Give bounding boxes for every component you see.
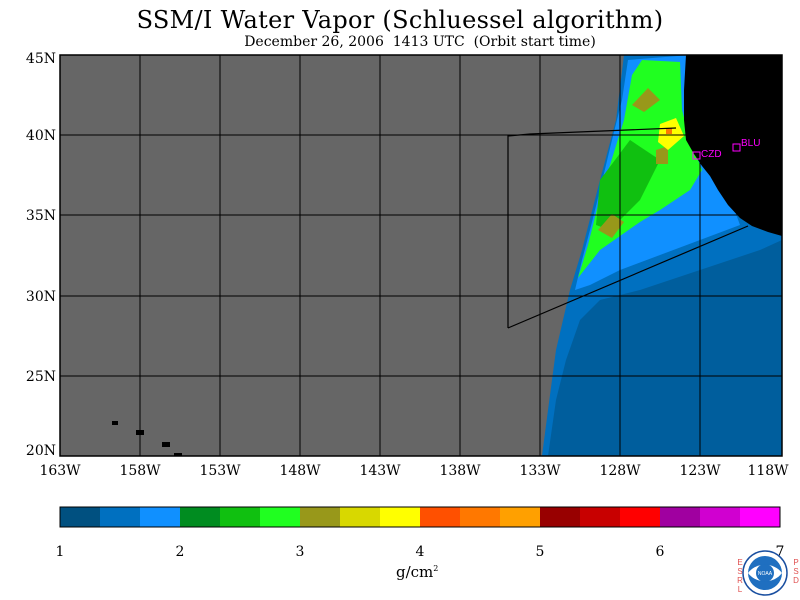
swath-band-olive-1 <box>598 214 624 238</box>
colorbar-segment <box>60 507 101 527</box>
station-blu: BLU <box>732 138 760 152</box>
colorbar-segment <box>700 507 741 527</box>
logo-letter: P <box>793 558 799 567</box>
lon-label-153w: 153W <box>199 463 241 479</box>
swath-very-low-vapor <box>548 240 782 456</box>
map-subtitle: December 26, 2006 1413 UTC (Orbit start … <box>244 34 596 50</box>
station-czd: CZD <box>692 149 722 160</box>
colorbar-segment <box>620 507 661 527</box>
colorbar-tick-6: 6 <box>655 544 665 560</box>
colorbar-segment <box>260 507 301 527</box>
colorbar-segment <box>220 507 261 527</box>
lat-label-35n: 35N <box>25 208 56 224</box>
colorbar-units: g/cm2 <box>396 563 438 581</box>
lat-label-40n: 40N <box>25 128 56 144</box>
lat-label-30n: 30N <box>25 289 56 305</box>
lat-label-25n: 25N <box>25 369 56 385</box>
colorbar-tick-2: 2 <box>175 544 185 560</box>
colorbar-tick-5: 5 <box>535 544 545 560</box>
lon-label-123w: 123W <box>679 463 721 479</box>
lat-label-45n: 45N <box>25 51 56 67</box>
station-czd-marker <box>692 151 701 160</box>
units-exponent: 2 <box>433 564 439 573</box>
station-czd-label: CZD <box>701 149 722 160</box>
island-1 <box>112 421 118 425</box>
colorbar-segment <box>140 507 181 527</box>
lon-label-143w: 143W <box>359 463 401 479</box>
map-frame <box>59 54 783 457</box>
station-blu-marker <box>732 143 741 152</box>
island-3 <box>162 442 170 447</box>
colorbar-segment <box>660 507 701 527</box>
logo-letter: S <box>737 567 743 576</box>
domain-outline-bottom <box>507 225 749 329</box>
swath-band-orange <box>666 128 672 134</box>
colorbar-frame <box>59 506 781 528</box>
colorbar-segment <box>580 507 621 527</box>
lon-label-148w: 148W <box>279 463 321 479</box>
logo-text: NOAA <box>758 571 773 577</box>
colorbar-tick-3: 3 <box>295 544 305 560</box>
colorbar-tick-1: 1 <box>55 544 65 560</box>
logo-letter: L <box>737 585 743 594</box>
units-base: g/cm <box>396 563 434 581</box>
colorbar-segment <box>500 507 541 527</box>
colorbar-segment <box>460 507 501 527</box>
colorbar-segment <box>420 507 461 527</box>
colorbar-segment <box>380 507 421 527</box>
map-title: SSM/I Water Vapor (Schluessel algorithm) <box>136 6 664 34</box>
colorbar <box>60 507 781 527</box>
swath-band-olive-2 <box>632 88 660 112</box>
station-blu-label: BLU <box>741 138 760 149</box>
graticule <box>60 55 782 456</box>
colorbar-segment <box>540 507 581 527</box>
colorbar-segment <box>340 507 381 527</box>
lat-label-20n: 20N <box>25 443 56 459</box>
logo-side-right: P S D <box>792 558 800 585</box>
lon-label-133w: 133W <box>519 463 561 479</box>
lon-label-158w: 158W <box>119 463 161 479</box>
colorbar-segment <box>740 507 781 527</box>
colorbar-segment <box>180 507 221 527</box>
colorbar-segment <box>300 507 341 527</box>
colorbar-tick-7: 7 <box>775 544 785 560</box>
noaa-logo: NOAA <box>742 550 788 596</box>
colorbar-tick-4: 4 <box>415 544 425 560</box>
lon-label-138w: 138W <box>439 463 481 479</box>
colorbar-segment <box>100 507 141 527</box>
logo-letter: S <box>793 567 799 576</box>
lon-label-118w: 118W <box>747 463 789 479</box>
swath-high-vapor-core <box>596 140 660 230</box>
lon-label-128w: 128W <box>599 463 641 479</box>
swath-band-olive-3 <box>656 146 668 164</box>
logo-letter: D <box>793 576 799 585</box>
lon-label-163w: 163W <box>39 463 81 479</box>
logo-letter: R <box>737 576 743 585</box>
logo-side-left: E S R L <box>736 558 744 594</box>
island-4 <box>174 453 182 456</box>
logo-letter: E <box>737 558 743 567</box>
